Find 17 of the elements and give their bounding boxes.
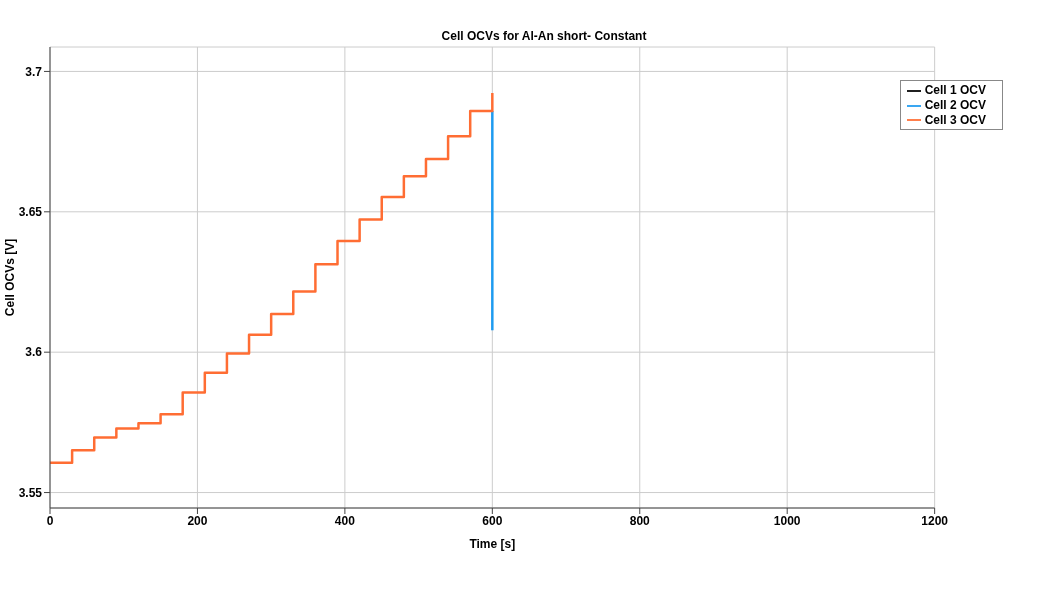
x-tick-label: 1000 [773,513,801,528]
x-tick-label: 200 [187,513,208,528]
x-tick-label: 400 [334,513,356,528]
x-tick-label: 800 [629,513,651,528]
legend-label: Cell 1 OCV [924,83,986,97]
legend-label: Cell 2 OCV [924,97,986,112]
y-axis-title: Cell OCVs [V] [3,238,18,317]
y-tick-label: 3.6 [25,345,43,360]
y-tick-label: 3.55 [18,485,43,500]
x-tick-label: 600 [482,513,503,528]
x-tick-label: 0 [46,513,54,528]
x-tick-label: 1200 [921,513,949,528]
x-axis-title: Time [s] [469,537,516,551]
legend-label: Cell 3 OCV [924,112,986,127]
y-tick-label: 3.65 [18,205,43,220]
chart-title: Cell OCVs for Al-An short- Constant [440,29,648,43]
y-tick-label: 3.7 [25,64,43,79]
